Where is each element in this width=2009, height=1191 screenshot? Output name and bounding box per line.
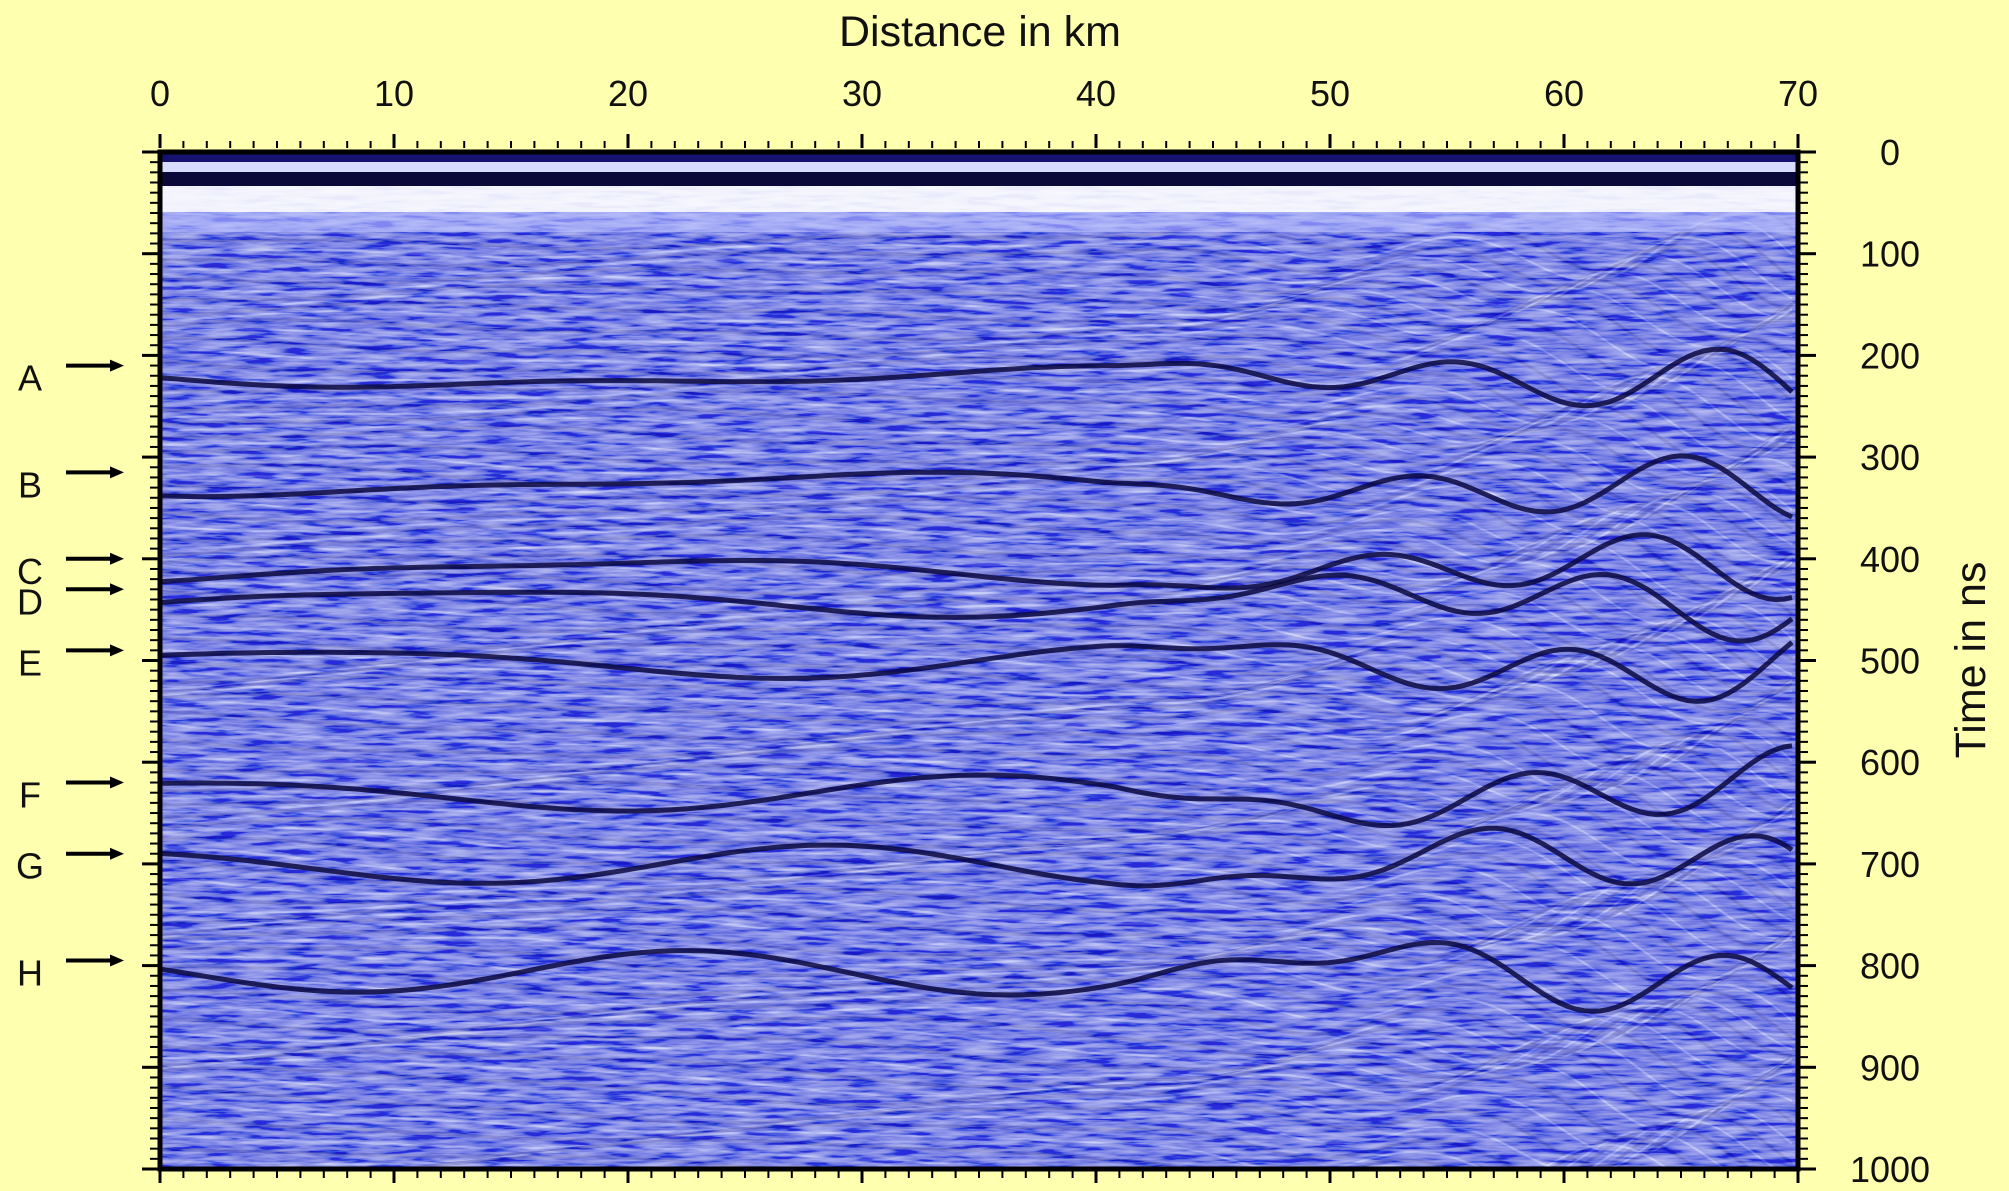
horizon-label: F (19, 775, 41, 816)
strong-reflector (160, 825, 1794, 889)
x-tick-label: 0 (150, 73, 170, 114)
y-tick-label: 200 (1860, 335, 1920, 376)
horizon-arrowhead (110, 359, 124, 372)
y-tick-label: 500 (1860, 641, 1920, 682)
y-tick-label: 800 (1860, 946, 1920, 987)
direct-wave-band-white (160, 186, 1798, 212)
x-tick-label: 50 (1310, 73, 1350, 114)
plot-frame (157, 149, 1801, 1172)
y-axis: 0 100 200 300 400 500 600 700 800 900 1000 (142, 132, 1930, 1190)
x-axis: 0 10 20 30 40 50 60 70 (150, 73, 1818, 1183)
horizon-label: C (17, 551, 43, 592)
strong-reflector (160, 453, 1794, 520)
x-axis-title: Distance in km (839, 8, 1121, 56)
direct-wave-band-light (160, 162, 1798, 172)
x-tick-label: 30 (842, 73, 882, 114)
strong-reflector (160, 346, 1794, 409)
direct-wave-band-black (160, 172, 1798, 186)
horizon-label: A (18, 358, 42, 399)
strong-reflector (160, 939, 1794, 1014)
y-tick-label: 900 (1860, 1047, 1920, 1088)
y-tick-label: 1000 (1850, 1149, 1930, 1190)
horizon-label: D (17, 581, 43, 622)
horizon-label: G (16, 846, 44, 887)
x-tick-label: 60 (1544, 73, 1584, 114)
y-tick-label: 300 (1860, 437, 1920, 478)
x-tick-label: 20 (608, 73, 648, 114)
horizon-arrowhead (110, 954, 124, 967)
direct-wave-band-fade (160, 212, 1798, 232)
horizon-arrowhead (110, 466, 124, 479)
y-axis-title: Time in ns (1947, 562, 1995, 759)
horizon-arrowhead (110, 552, 124, 565)
horizon-arrowhead (110, 583, 124, 596)
reflector-lines (160, 346, 1794, 1014)
direct-wave-band-dark (160, 152, 1798, 162)
y-tick-label: 600 (1860, 742, 1920, 783)
x-tick-label: 10 (374, 73, 414, 114)
y-tick-label: 100 (1860, 234, 1920, 275)
horizon-arrowhead (110, 847, 124, 860)
y-tick-label: 400 (1860, 539, 1920, 580)
y-tick-label: 700 (1860, 844, 1920, 885)
horizon-label: E (18, 642, 42, 683)
strong-reflector (160, 640, 1794, 704)
horizon-label: H (17, 953, 43, 994)
horizon-arrowhead (110, 776, 124, 789)
horizon-arrowhead (110, 644, 124, 657)
strong-reflector (160, 571, 1794, 644)
strong-reflector (160, 532, 1793, 603)
y-tick-label: 0 (1880, 132, 1900, 173)
x-tick-label: 70 (1778, 73, 1818, 114)
x-tick-label: 40 (1076, 73, 1116, 114)
horizon-label: B (18, 464, 42, 505)
strong-reflector (160, 743, 1793, 829)
horizon-markers: A B CDE FG H (16, 358, 124, 994)
